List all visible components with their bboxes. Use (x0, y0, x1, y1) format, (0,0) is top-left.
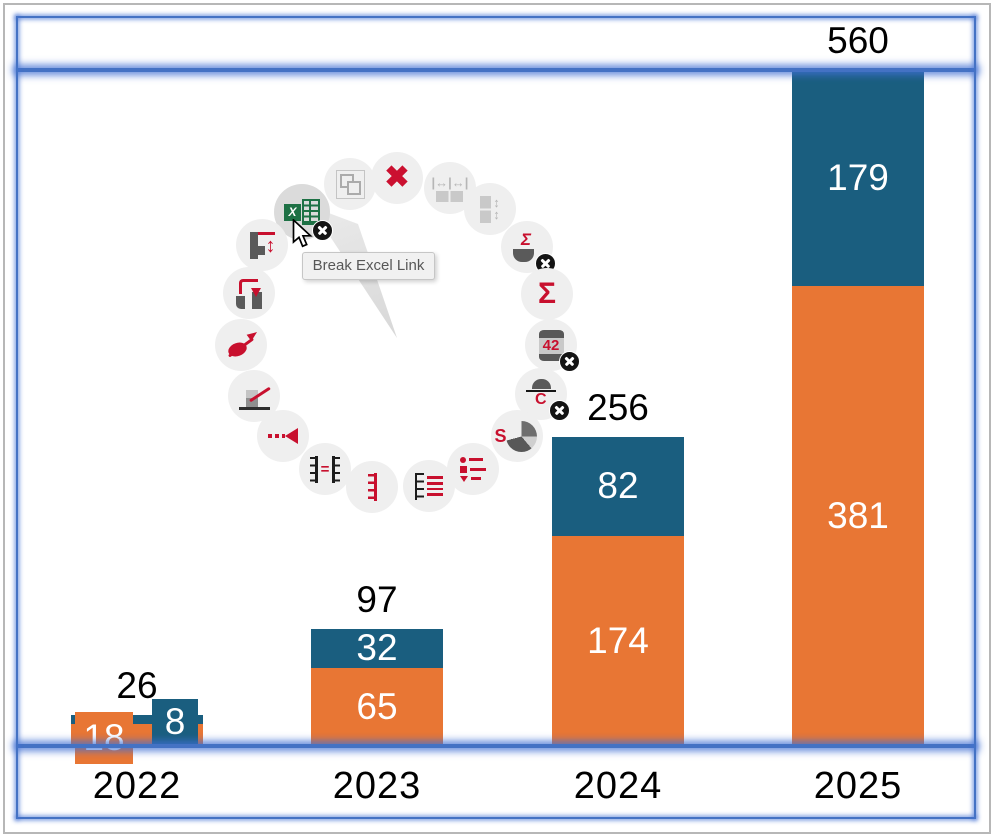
trendline-icon[interactable] (228, 370, 280, 422)
legend-icon[interactable] (447, 443, 499, 495)
category-label-2023: 2023 (332, 765, 422, 807)
segment-2024-blue[interactable] (552, 436, 684, 536)
segment-label-2023-orange: 65 (356, 685, 398, 727)
segment-label-2023-blue: 32 (356, 627, 398, 669)
segment-connector-icon[interactable] (223, 267, 275, 319)
segment-label-2025-orange: 381 (827, 495, 889, 537)
mouse-cursor (292, 218, 315, 255)
delete-icon[interactable]: ✖ (371, 152, 423, 204)
segment-label-2025-blue: 179 (827, 157, 889, 199)
segment-height-icon[interactable]: ↕ (236, 219, 288, 271)
frame-plot-top-line (16, 68, 976, 72)
remove-total-label-icon[interactable]: Σ (501, 221, 556, 274)
remove-badge-icon (312, 220, 333, 241)
segment-2022-blue[interactable] (71, 714, 203, 725)
segment-2023-blue[interactable] (311, 628, 443, 668)
tooltip: Break Excel Link (302, 252, 435, 280)
frame-bottom-line (16, 817, 976, 819)
segment-label-box-2022-orange: 18 (75, 712, 133, 764)
same-height-icon: ↕ ↕ (464, 183, 516, 235)
add-total-label-icon[interactable]: Σ (521, 268, 573, 320)
value-axis-icon[interactable] (346, 461, 398, 513)
segment-label-box-2022-blue: 8 (152, 699, 198, 744)
segment-2024-orange[interactable] (552, 535, 684, 746)
same-scale-icon[interactable]: = (299, 443, 351, 495)
segment-label-2024-blue: 82 (597, 465, 639, 507)
segment-2025-orange[interactable] (792, 286, 924, 746)
total-label-2023: 97 (356, 578, 398, 620)
remove-value-labels-icon[interactable]: 42 (525, 319, 580, 372)
text-labels-icon[interactable] (403, 460, 455, 512)
category-label-2025: 2025 (813, 765, 903, 807)
total-label-2024: 256 (587, 386, 649, 428)
segment-2023-orange[interactable] (311, 667, 443, 746)
same-width-icon: |↔|↔| (424, 162, 476, 214)
remove-badge-icon (549, 400, 570, 421)
total-label-2022: 26 (116, 664, 158, 706)
segment-label-2024-orange: 174 (587, 619, 649, 661)
series-label-icon[interactable]: S (491, 410, 543, 462)
frame-top-line (16, 16, 976, 18)
category-label-2024: 2024 (573, 765, 663, 807)
segment-2025-blue[interactable] (792, 70, 924, 287)
total-label-2025: 560 (827, 20, 889, 61)
category-label-2022: 2022 (92, 765, 182, 807)
frame-right-line (974, 16, 976, 819)
group-objects-icon (324, 158, 376, 210)
growth-arrow-icon[interactable] (215, 319, 267, 371)
frame-left-line (16, 16, 18, 819)
remove-badge-icon (559, 351, 580, 372)
chart-baseline (16, 744, 976, 748)
